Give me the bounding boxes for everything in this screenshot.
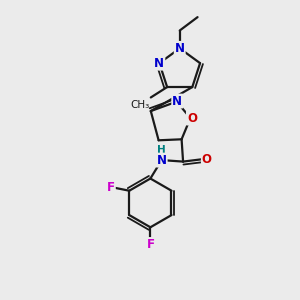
Text: N: N [154, 57, 164, 70]
Text: F: F [146, 238, 154, 251]
Text: N: N [175, 42, 185, 55]
Text: F: F [107, 181, 115, 194]
Text: N: N [157, 154, 167, 166]
Text: CH₃: CH₃ [130, 100, 149, 110]
Text: O: O [202, 153, 212, 166]
Text: H: H [157, 145, 166, 155]
Text: O: O [187, 112, 197, 124]
Text: N: N [172, 94, 182, 108]
